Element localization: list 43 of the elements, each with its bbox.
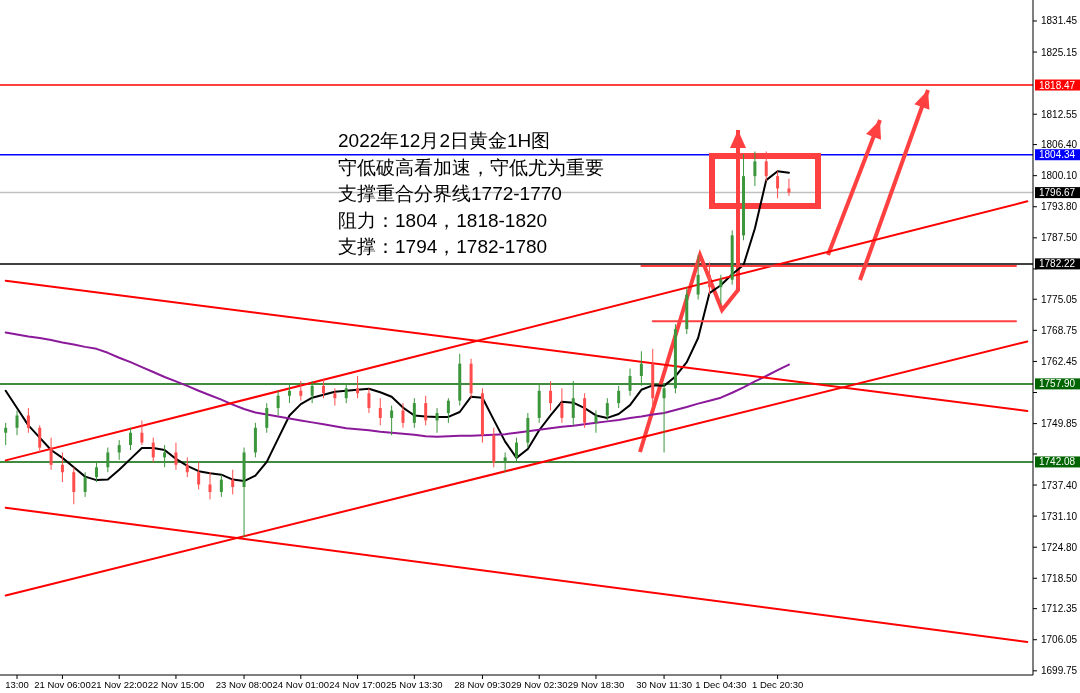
ref-line-label: 1742.08 [1039, 456, 1076, 468]
x-tick-label: 1 Dec 20:30 [751, 679, 804, 690]
y-tick-label: 1724.80 [1041, 541, 1078, 553]
x-tick-label: 24 Nov 17:00 [329, 679, 386, 690]
y-tick-label: 1768.75 [1041, 324, 1078, 336]
y-tick-label: 1749.85 [1041, 418, 1078, 430]
annotation: 支撑重合分界线1772-1770 [338, 183, 562, 204]
ref-line-label: 1818.47 [1039, 79, 1076, 91]
x-tick-label: 28 Nov 09:30 [454, 679, 511, 690]
y-tick-label: 1762.45 [1041, 355, 1078, 367]
y-tick-label: 1718.50 [1041, 572, 1078, 584]
annotation: 阻力：1804，1818-1820 [338, 209, 548, 231]
y-tick-label: 1787.50 [1041, 232, 1078, 244]
x-tick-label: 22 Nov 15:00 [147, 679, 205, 690]
x-tick-label: 21 Nov 22:00 [90, 679, 148, 690]
x-tick-label: 13:00 [5, 679, 29, 690]
x-tick-label: 25 Nov 13:30 [386, 679, 443, 690]
y-tick-label: 1800.10 [1041, 170, 1078, 182]
annotation: 守低破高看加速，守低尤为重要 [338, 156, 604, 178]
x-tick-label: 21 Nov 06:00 [34, 679, 91, 690]
x-tick-label: 24 Nov 01:00 [272, 679, 330, 690]
y-tick-label: 1706.05 [1041, 634, 1078, 646]
x-tick-label: 29 Nov 18:30 [567, 679, 625, 690]
y-tick-label: 1775.05 [1041, 293, 1078, 305]
y-tick-label: 1699.75 [1041, 665, 1078, 677]
y-tick-label: 1793.80 [1041, 201, 1078, 213]
y-tick-label: 1712.35 [1041, 603, 1078, 615]
y-tick-label: 1806.40 [1041, 139, 1078, 151]
x-tick-label: 1 Dec 04:30 [695, 679, 747, 690]
x-tick-label: 30 Nov 11:30 [636, 679, 692, 690]
y-tick-label: 1825.15 [1041, 46, 1078, 58]
x-tick-label: 23 Nov 08:00 [215, 679, 273, 690]
annotation: 支撑：1794，1782-1780 [338, 236, 548, 257]
y-tick-label: 1812.55 [1041, 108, 1078, 120]
ref-line-label: 1796.67 [1039, 187, 1076, 199]
y-tick-label: 1731.10 [1041, 510, 1078, 522]
y-tick-label: 1831.45 [1041, 15, 1078, 27]
ref-line-label: 1804.34 [1039, 149, 1076, 161]
ref-line-label: 1782.22 [1039, 258, 1076, 270]
ref-line-label: 1757.90 [1039, 378, 1076, 390]
y-tick-label: 1737.40 [1041, 479, 1078, 491]
x-tick-label: 29 Nov 02:30 [510, 679, 568, 690]
annotation: 2022年12月2日黄金1H图 [338, 130, 551, 151]
